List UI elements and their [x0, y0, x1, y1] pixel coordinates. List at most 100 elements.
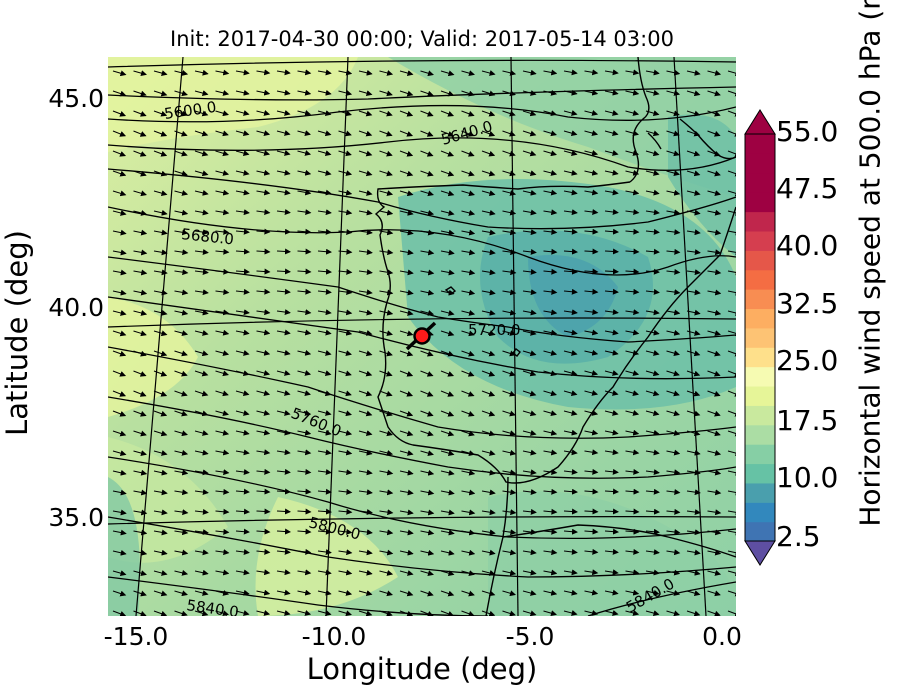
wind-arrow [174, 610, 188, 616]
wind-arrow [522, 370, 537, 377]
wind-arrow [420, 610, 434, 616]
wind-arrow [420, 90, 434, 97]
wind-arrow [112, 249, 127, 256]
wind-arrow [522, 508, 537, 515]
wind-arrow [153, 489, 168, 496]
wind-arrow [645, 170, 660, 176]
wind-arrow [133, 70, 147, 77]
wind-arrow [420, 70, 434, 77]
wind-arrow [256, 569, 271, 576]
wind-arrow [563, 130, 578, 137]
map-plot[interactable]: 5600.0 5640.0 5680.0 5720.0 5760.0 5800.… [108, 57, 736, 616]
wind-arrow [584, 449, 599, 456]
colorbar-segment [745, 424, 775, 445]
wind-arrow [543, 488, 558, 495]
wind-arrow [686, 610, 701, 616]
wind-arrow [317, 508, 332, 515]
wind-arrow [686, 190, 701, 196]
wind-arrow [338, 429, 353, 436]
wind-arrow [543, 189, 558, 196]
wind-arrow [399, 549, 414, 556]
wind-arrow [645, 69, 660, 76]
wind-arrow [153, 610, 168, 616]
wind-arrow [420, 350, 434, 357]
wind-arrow [666, 529, 681, 535]
wind-arrow [440, 410, 455, 417]
wind-arrow [481, 610, 496, 616]
wind-arrow [481, 590, 496, 597]
wind-arrow [276, 468, 291, 475]
wind-arrow [256, 169, 271, 176]
colorbar-label: Horizontal wind speed at 500.0 hPa (m s−… [853, 0, 887, 527]
wind-arrow [379, 130, 393, 137]
colorbar-segment [745, 502, 775, 523]
wind-arrow [604, 150, 619, 156]
graticule [108, 57, 736, 616]
colorbar-segment [745, 521, 775, 542]
wind-arrow [502, 110, 516, 117]
wind-arrow [112, 330, 127, 337]
wind-arrow [153, 350, 168, 357]
wind-arrow [563, 410, 578, 416]
colorbar-tick-label: 55.0 [776, 115, 839, 148]
wind-arrow [727, 610, 736, 616]
wind-arrow [338, 309, 353, 316]
wind-arrow [112, 430, 127, 437]
colorbar-segment [745, 405, 775, 426]
wind-arrow [297, 410, 312, 416]
wind-arrow [502, 309, 517, 316]
wind-arrow [625, 110, 640, 116]
wind-arrow [502, 289, 517, 296]
wind-arrow [215, 508, 230, 515]
wind-arrow [666, 410, 680, 417]
wind-arrow [502, 130, 516, 137]
location-marker[interactable] [405, 321, 437, 351]
wind-arrow [522, 390, 537, 397]
wind-arrow [317, 329, 332, 336]
wind-arrow [543, 528, 558, 535]
wind-arrow [297, 569, 312, 576]
wind-arrow [215, 268, 230, 275]
wind-arrow [338, 488, 353, 495]
wind-arrow [502, 350, 516, 357]
wind-arrow [604, 429, 619, 436]
wind-arrow [399, 190, 414, 197]
wind-arrow [686, 370, 701, 377]
wind-arrow [666, 549, 681, 556]
wind-arrow [112, 229, 127, 236]
wind-arrow [420, 450, 434, 457]
wind-arrow [420, 269, 435, 276]
wind-arrow [522, 610, 537, 616]
wind-arrow [522, 229, 537, 236]
wind-arrow [399, 90, 414, 97]
wind-arrow [481, 110, 496, 117]
wind-arrow [133, 269, 148, 276]
wind-arrow [256, 449, 271, 456]
wind-arrow [727, 309, 736, 316]
wind-arrow [174, 170, 188, 177]
wind-arrow [358, 289, 373, 296]
x-tick-label: -10.0 [301, 622, 367, 651]
wind-arrow [584, 89, 599, 96]
wind-arrow [543, 110, 557, 117]
wind-arrow [215, 248, 230, 255]
wind-arrow [256, 528, 271, 535]
wind-arrow [625, 268, 640, 275]
wind-arrow [379, 170, 393, 177]
wind-arrow [440, 390, 455, 397]
wind-arrow [461, 150, 475, 157]
wind-arrow [358, 90, 373, 97]
wind-arrow [379, 190, 394, 196]
wind-arrow [112, 370, 127, 377]
wind-arrow [297, 150, 312, 156]
wind-arrow [543, 429, 558, 436]
wind-arrow [502, 150, 516, 157]
wind-arrow [563, 610, 578, 616]
wind-arrow [707, 509, 722, 516]
wind-arrow [563, 349, 578, 356]
wind-arrow [338, 469, 353, 476]
wind-arrow [543, 248, 558, 255]
wind-arrow [645, 610, 660, 616]
wind-arrow [543, 449, 558, 456]
wind-arrow [666, 489, 681, 495]
